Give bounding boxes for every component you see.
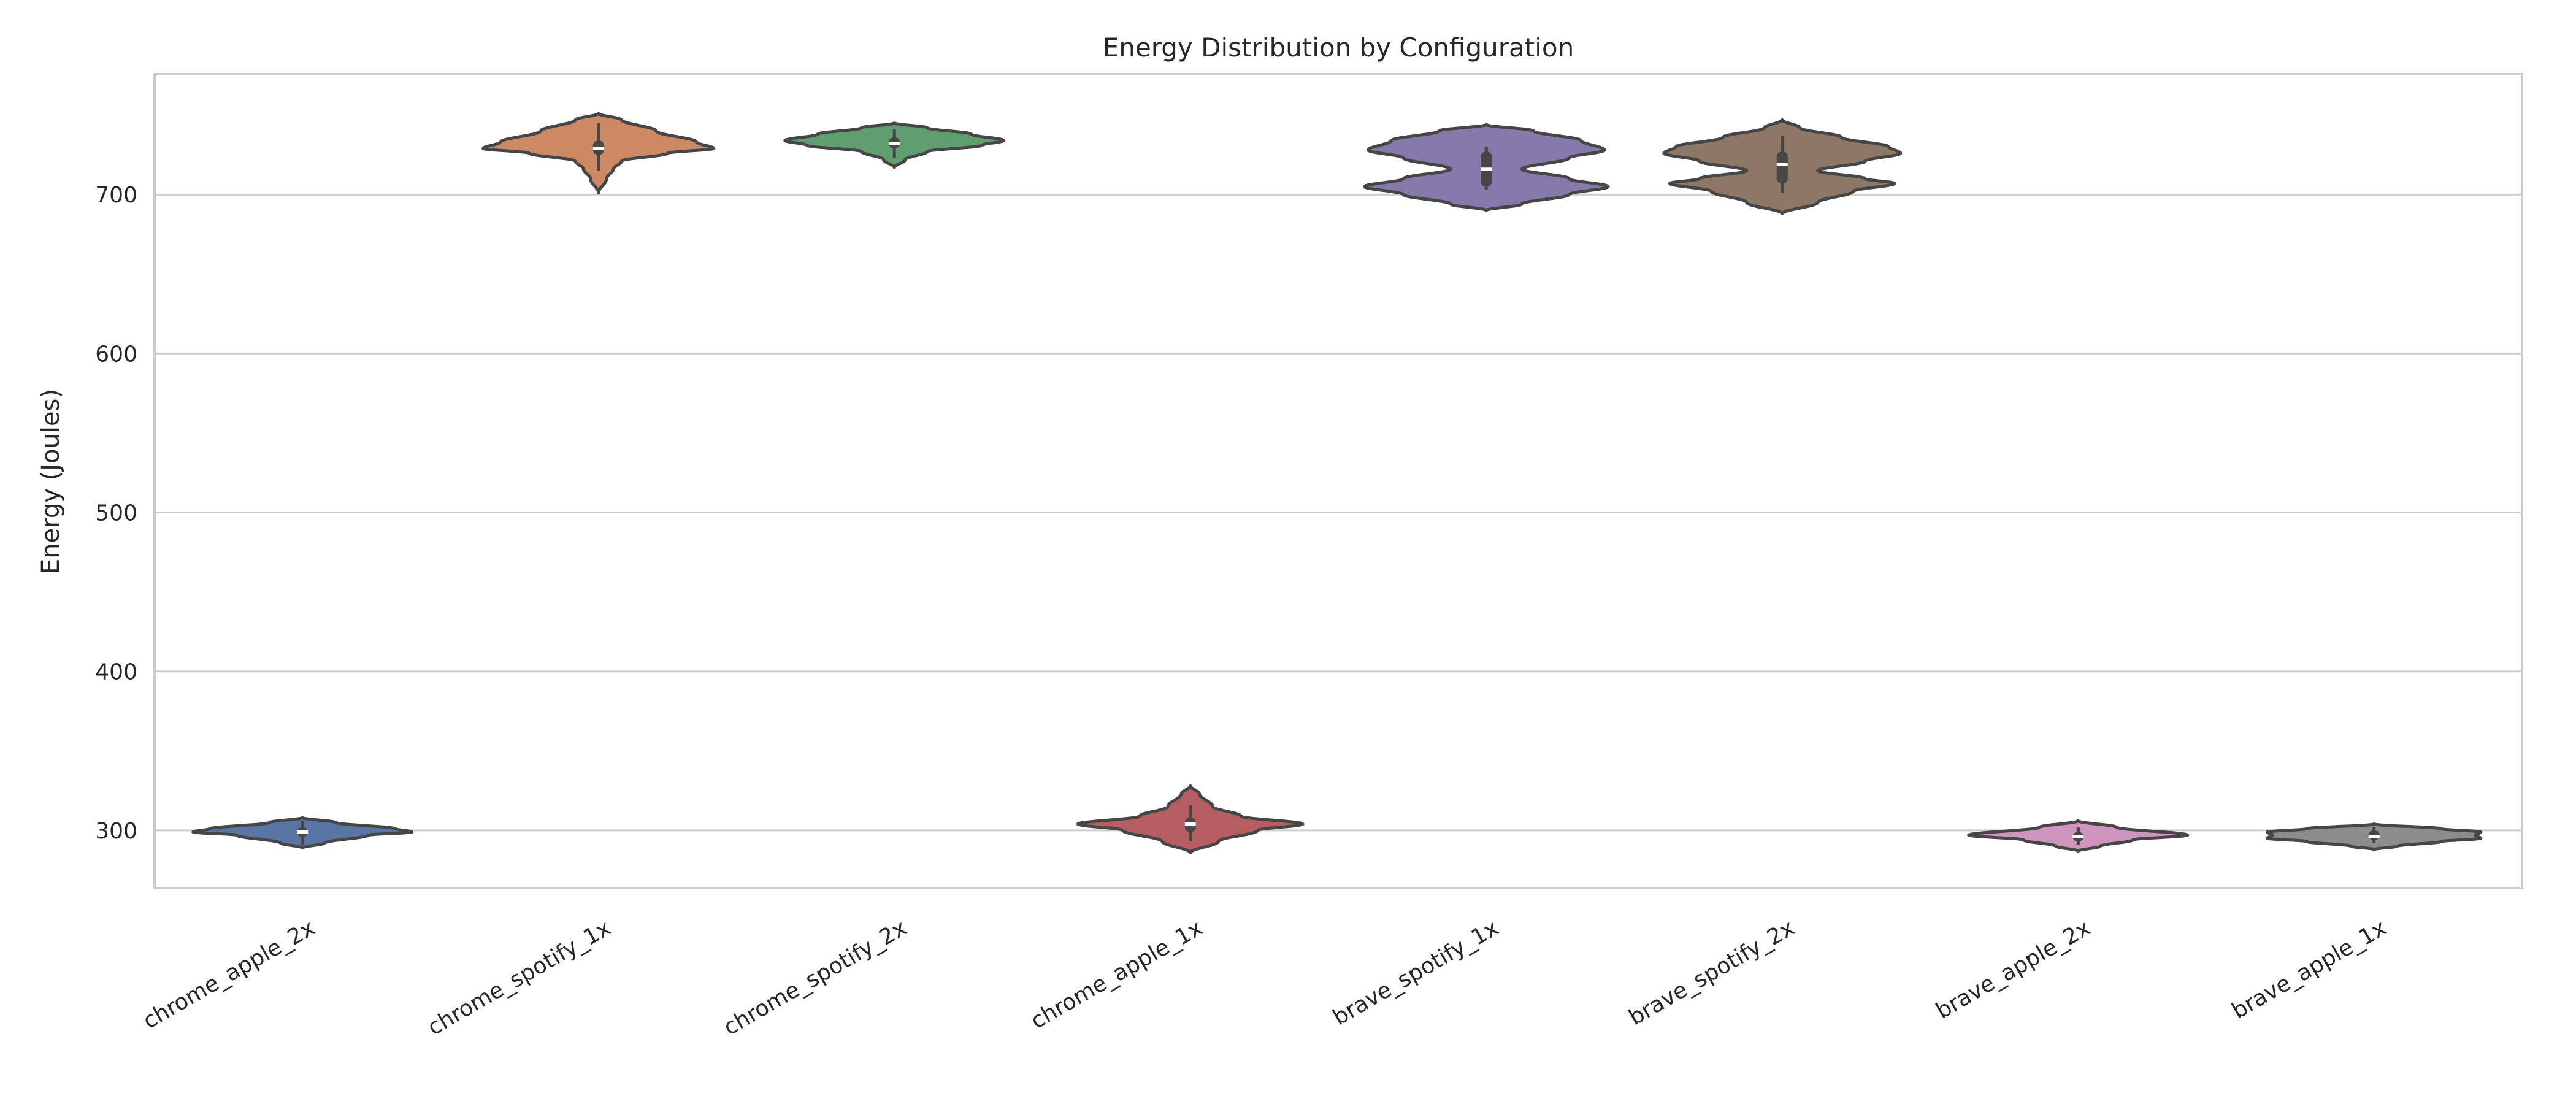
x-tick-label: chrome_spotify_2x: [719, 915, 911, 1040]
violin-brave_spotify_2x: [1662, 118, 1903, 215]
y-tick-label: 500: [95, 501, 137, 526]
plot-frame: [153, 73, 2523, 889]
violin-chrome_spotify_1x: [481, 112, 716, 195]
grid-lines: [155, 193, 2522, 832]
iqr-box: [1776, 151, 1788, 184]
x-tick-label: brave_spotify_2x: [1625, 915, 1799, 1030]
x-tick-labels: chrome_apple_2x chrome_spotify_1x chrome_s…: [139, 915, 2391, 1040]
violin-brave_apple_2x: [1967, 819, 2190, 853]
violins: [191, 112, 2483, 854]
x-tick-label: brave_apple_2x: [1932, 915, 2095, 1024]
violin-chrome_spotify_2x: [783, 121, 1006, 169]
violin-chrome_apple_1x: [1076, 784, 1305, 854]
y-axis-label: Energy (Joules): [37, 389, 65, 574]
x-tick-label: chrome_apple_2x: [139, 915, 319, 1033]
x-tick-label: brave_apple_1x: [2228, 915, 2391, 1024]
x-tick-label: chrome_apple_1x: [1027, 915, 1207, 1033]
y-tick-label: 400: [95, 660, 137, 685]
iqr-box: [2368, 830, 2380, 840]
violin-chrome_apple_2x: [191, 816, 414, 849]
y-tick-label: 600: [95, 342, 137, 367]
y-tick-labels: 300 400 500 600 700: [95, 183, 137, 844]
y-tick-label: 300: [95, 819, 137, 844]
y-tick-label: 700: [95, 183, 137, 208]
x-tick-label: brave_spotify_1x: [1328, 915, 1503, 1030]
chart-title: Energy Distribution by Configuration: [1103, 33, 1574, 63]
violin-brave_apple_1x: [2266, 822, 2483, 851]
x-tick-label: chrome_spotify_1x: [424, 915, 615, 1040]
violin-brave_spotify_1x: [1363, 123, 1610, 212]
